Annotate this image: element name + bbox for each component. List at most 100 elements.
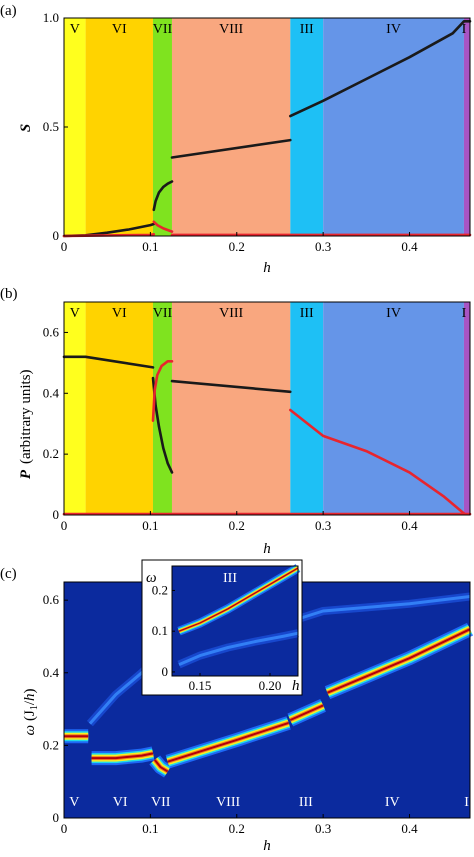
panel-b-region-label: VII xyxy=(153,306,173,321)
panel-a-region-label: VIII xyxy=(219,22,243,37)
panel-b-ylabel: P xyxy=(18,469,34,479)
panel-c-region-label: VIII xyxy=(216,795,240,810)
panel-a-black-curve xyxy=(152,180,174,212)
panel-b-ytick-label: 0 xyxy=(53,507,60,522)
panel-a-ylabel: S xyxy=(18,124,34,132)
panel-b-black-curve xyxy=(170,379,292,394)
inset-ytick-label: 0 xyxy=(162,664,169,679)
panel-c-ytick-label: 0.2 xyxy=(43,737,59,752)
panel-b-regions: V VI VII VIII III IV I xyxy=(64,302,470,515)
panel-c-ylabel-close: ) xyxy=(22,688,38,693)
panel-a-region-label: VI xyxy=(112,22,127,37)
panel-b-region-band xyxy=(171,302,291,515)
panel-b-region-band xyxy=(64,302,86,515)
panel-a-xlabel: h xyxy=(263,260,271,276)
panel-a-ticks: 0 0.1 0.2 0.3 0.4 0 0.5 1.0 xyxy=(43,10,418,254)
panel-a-region-label: III xyxy=(300,22,314,37)
panel-b-ytick-label: 0.2 xyxy=(43,446,59,461)
panel-a: (a) V VI VII VIII III IV I 0 0.1 0.2 0.3 0.4 0 0.5 1.… xyxy=(0,3,472,276)
panel-c-mode-band xyxy=(327,628,471,694)
inset-xtick-label: 0.20 xyxy=(259,678,282,693)
panel-b-series xyxy=(62,355,472,516)
panel-b-ylabel-suffix: (arbitrary units) xyxy=(18,369,34,464)
panel-b-ylabel-group: P (arbitrary units) xyxy=(18,369,34,479)
inset-ytick-label: 0.1 xyxy=(152,623,168,638)
panel-c-ylabel-open: (J xyxy=(22,710,38,721)
panel-a-xtick-label: 0.2 xyxy=(229,239,245,254)
panel-b-region-band xyxy=(463,302,470,515)
panel-b-xtick-label: 0.1 xyxy=(142,518,158,533)
inset-ylabel: ω xyxy=(146,570,157,586)
panel-a-region-band xyxy=(290,18,324,236)
panel-a-red-curve xyxy=(152,220,174,233)
inset-xlabel: h xyxy=(292,678,300,694)
panel-a-ytick-label: 0 xyxy=(53,228,60,243)
panel-a-black-curve xyxy=(289,20,472,118)
panel-c-ytick-label: 0 xyxy=(53,810,60,825)
inset-ytick-label: 0.2 xyxy=(152,582,168,597)
panel-c-mode-band xyxy=(289,704,324,721)
panel-a-ytick-label: 0.5 xyxy=(43,119,59,134)
panel-b-xtick-label: 0 xyxy=(61,518,68,533)
panel-b-label: (b) xyxy=(0,286,18,302)
panel-c: (c) V VI VII VIII III IV I 0 0.1 0.2 0.3 0.400.20.… xyxy=(0,559,474,854)
panel-b-region-label: V xyxy=(70,306,80,321)
panel-b-region-label: IV xyxy=(386,306,401,321)
panel-b-ticks: 0 0.1 0.2 0.3 0.4 0 0.2 0.4 0.6 xyxy=(43,324,418,533)
panel-a-black-curve xyxy=(170,138,292,159)
panel-a-xtick-label: 0.3 xyxy=(315,239,331,254)
panel-b-xlabel: h xyxy=(263,541,271,557)
panel-c-ylabel-h: h xyxy=(22,693,38,701)
panel-a-ytick-label: 1.0 xyxy=(43,10,59,25)
panel-c-mode-band xyxy=(167,721,289,763)
panel-b-ytick-label: 0.4 xyxy=(43,385,60,400)
panel-b-region-band xyxy=(85,302,153,515)
panel-b: (b) V VI VII VIII III IV I 0 0.1 0.2 0.3 0.4 0 0.2 0.… xyxy=(0,286,472,557)
panel-a-region-label: I xyxy=(462,22,467,37)
inset-modes xyxy=(177,564,301,669)
panel-a-region-label: V xyxy=(70,22,80,37)
panel-c-label: (c) xyxy=(0,566,17,582)
panel-c-region-label: VII xyxy=(151,795,171,810)
panel-b-region-label: VI xyxy=(112,306,127,321)
inset-frame xyxy=(171,565,299,677)
panel-c-xtick-label: 0.2 xyxy=(229,821,245,836)
panel-c-region-label: VI xyxy=(113,795,128,810)
panel-a-xtick-label: 0 xyxy=(61,239,68,254)
panel-c-xtick-label: 0.4 xyxy=(401,821,418,836)
panel-a-region-band xyxy=(171,18,291,236)
panel-c-mode-band xyxy=(153,759,169,773)
panel-c-mode-band xyxy=(91,752,154,760)
panel-c-ylabel-omega: ω xyxy=(22,725,38,736)
panel-a-region-label: VII xyxy=(153,22,173,37)
panel-c-inset: 0.15 0.20 0 0.1 0.2 III ω h xyxy=(141,559,303,696)
panel-a-xtick-label: 0.1 xyxy=(142,239,158,254)
panel-c-ylabel: ω (J1/h) xyxy=(22,688,40,735)
panel-a-region-band xyxy=(152,18,172,236)
panel-c-xtick-label: 0.1 xyxy=(142,821,158,836)
panel-c-xtick-label: 0 xyxy=(61,821,68,836)
panel-b-red-curve xyxy=(289,408,466,515)
panel-b-region-label: I xyxy=(462,306,467,321)
panel-c-xtick-label: 0.3 xyxy=(315,821,331,836)
panel-b-xtick-label: 0.3 xyxy=(315,518,331,533)
panel-c-region-labels: V VI VII VIII III IV I xyxy=(69,795,469,810)
panel-b-xtick-label: 0.4 xyxy=(401,518,418,533)
panel-a-region-label: IV xyxy=(386,22,401,37)
inset-mode-band xyxy=(178,567,299,632)
panel-b-region-label: VIII xyxy=(219,306,243,321)
inset-xtick-label: 0.15 xyxy=(189,678,212,693)
panel-c-region-label: I xyxy=(464,795,469,810)
panel-c-ticks: 0 0.1 0.2 0.3 0.4 0 0.2 0.4 0.6 xyxy=(43,592,418,836)
panel-c-ytick-label: 0.4 xyxy=(43,665,60,680)
panel-b-region-band xyxy=(290,302,324,515)
panel-b-region-band xyxy=(323,302,464,515)
panel-b-frame xyxy=(63,301,471,516)
panel-a-series xyxy=(62,20,472,238)
panel-a-region-band xyxy=(64,18,86,236)
panel-c-region-label: V xyxy=(69,795,79,810)
panel-a-region-band xyxy=(323,18,464,236)
panel-a-region-band xyxy=(463,18,470,236)
panel-c-ytick-label: 0.6 xyxy=(43,592,60,607)
panel-b-ytick-label: 0.6 xyxy=(43,324,60,339)
